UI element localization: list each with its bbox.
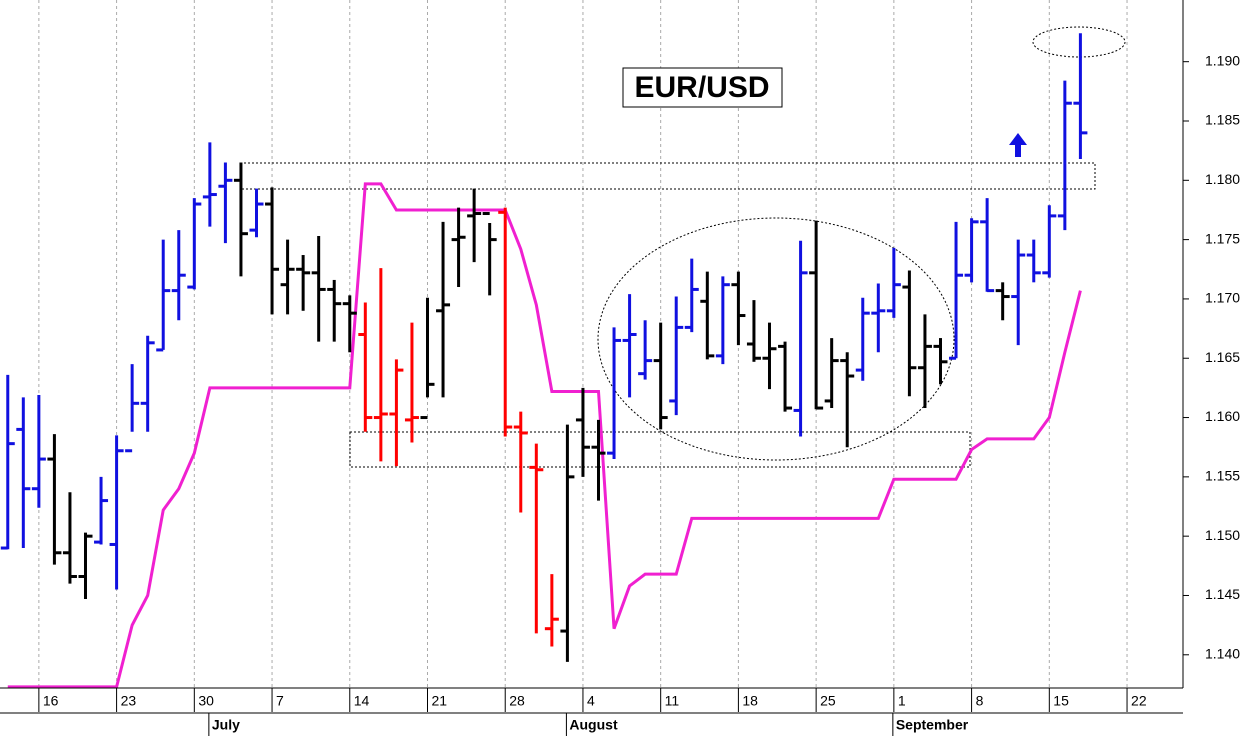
title-box (622, 67, 783, 108)
y-tick-label: 1.165 (1205, 349, 1240, 365)
x-tick-label: 4 (587, 693, 595, 709)
y-tick-label: 1.145 (1205, 586, 1240, 602)
x-tick-label: 22 (1131, 693, 1147, 709)
x-tick-label: 1 (898, 693, 906, 709)
x-tick-label: 23 (121, 693, 137, 709)
up-arrow (1009, 133, 1027, 157)
range-ellipse (597, 217, 955, 461)
x-tick-label: 14 (354, 693, 370, 709)
x-tick-label: 25 (820, 693, 836, 709)
month-label: August (569, 717, 618, 733)
x-tick-label: 18 (742, 693, 758, 709)
y-tick-label: 1.160 (1205, 408, 1240, 424)
axes: 1.140 1.145 1.150 1.155 1.160 1.165 1.170 1.175… (38, 52, 1240, 736)
x-tick-label: 11 (665, 693, 680, 709)
plot-area (0, 0, 1183, 688)
peak-ellipse (1032, 26, 1126, 58)
x-tick-label: 28 (509, 693, 525, 709)
y-tick-label: 1.190 (1205, 52, 1240, 68)
marks (0, 33, 1088, 689)
y-tick-label: 1.180 (1205, 171, 1240, 187)
x-tick-label: 7 (276, 693, 284, 709)
stop-line (7, 182, 1082, 689)
y-tick-label: 1.185 (1205, 112, 1240, 128)
y-tick-label: 1.170 (1205, 290, 1240, 306)
y-tick-label: 1.140 (1205, 645, 1240, 661)
month-label: July (212, 717, 240, 733)
x-tick-label: 30 (198, 693, 214, 709)
x-tick-label: 8 (976, 693, 984, 709)
x-tick-label: 15 (1053, 693, 1069, 709)
x-tick-label: 21 (431, 693, 447, 709)
month-label: September (896, 717, 969, 733)
y-tick-label: 1.175 (1205, 230, 1240, 246)
y-tick-label: 1.155 (1205, 468, 1240, 484)
x-tick-label: 16 (43, 693, 59, 709)
chart-title: EUR/USD (634, 71, 769, 104)
y-tick-label: 1.150 (1205, 527, 1240, 543)
